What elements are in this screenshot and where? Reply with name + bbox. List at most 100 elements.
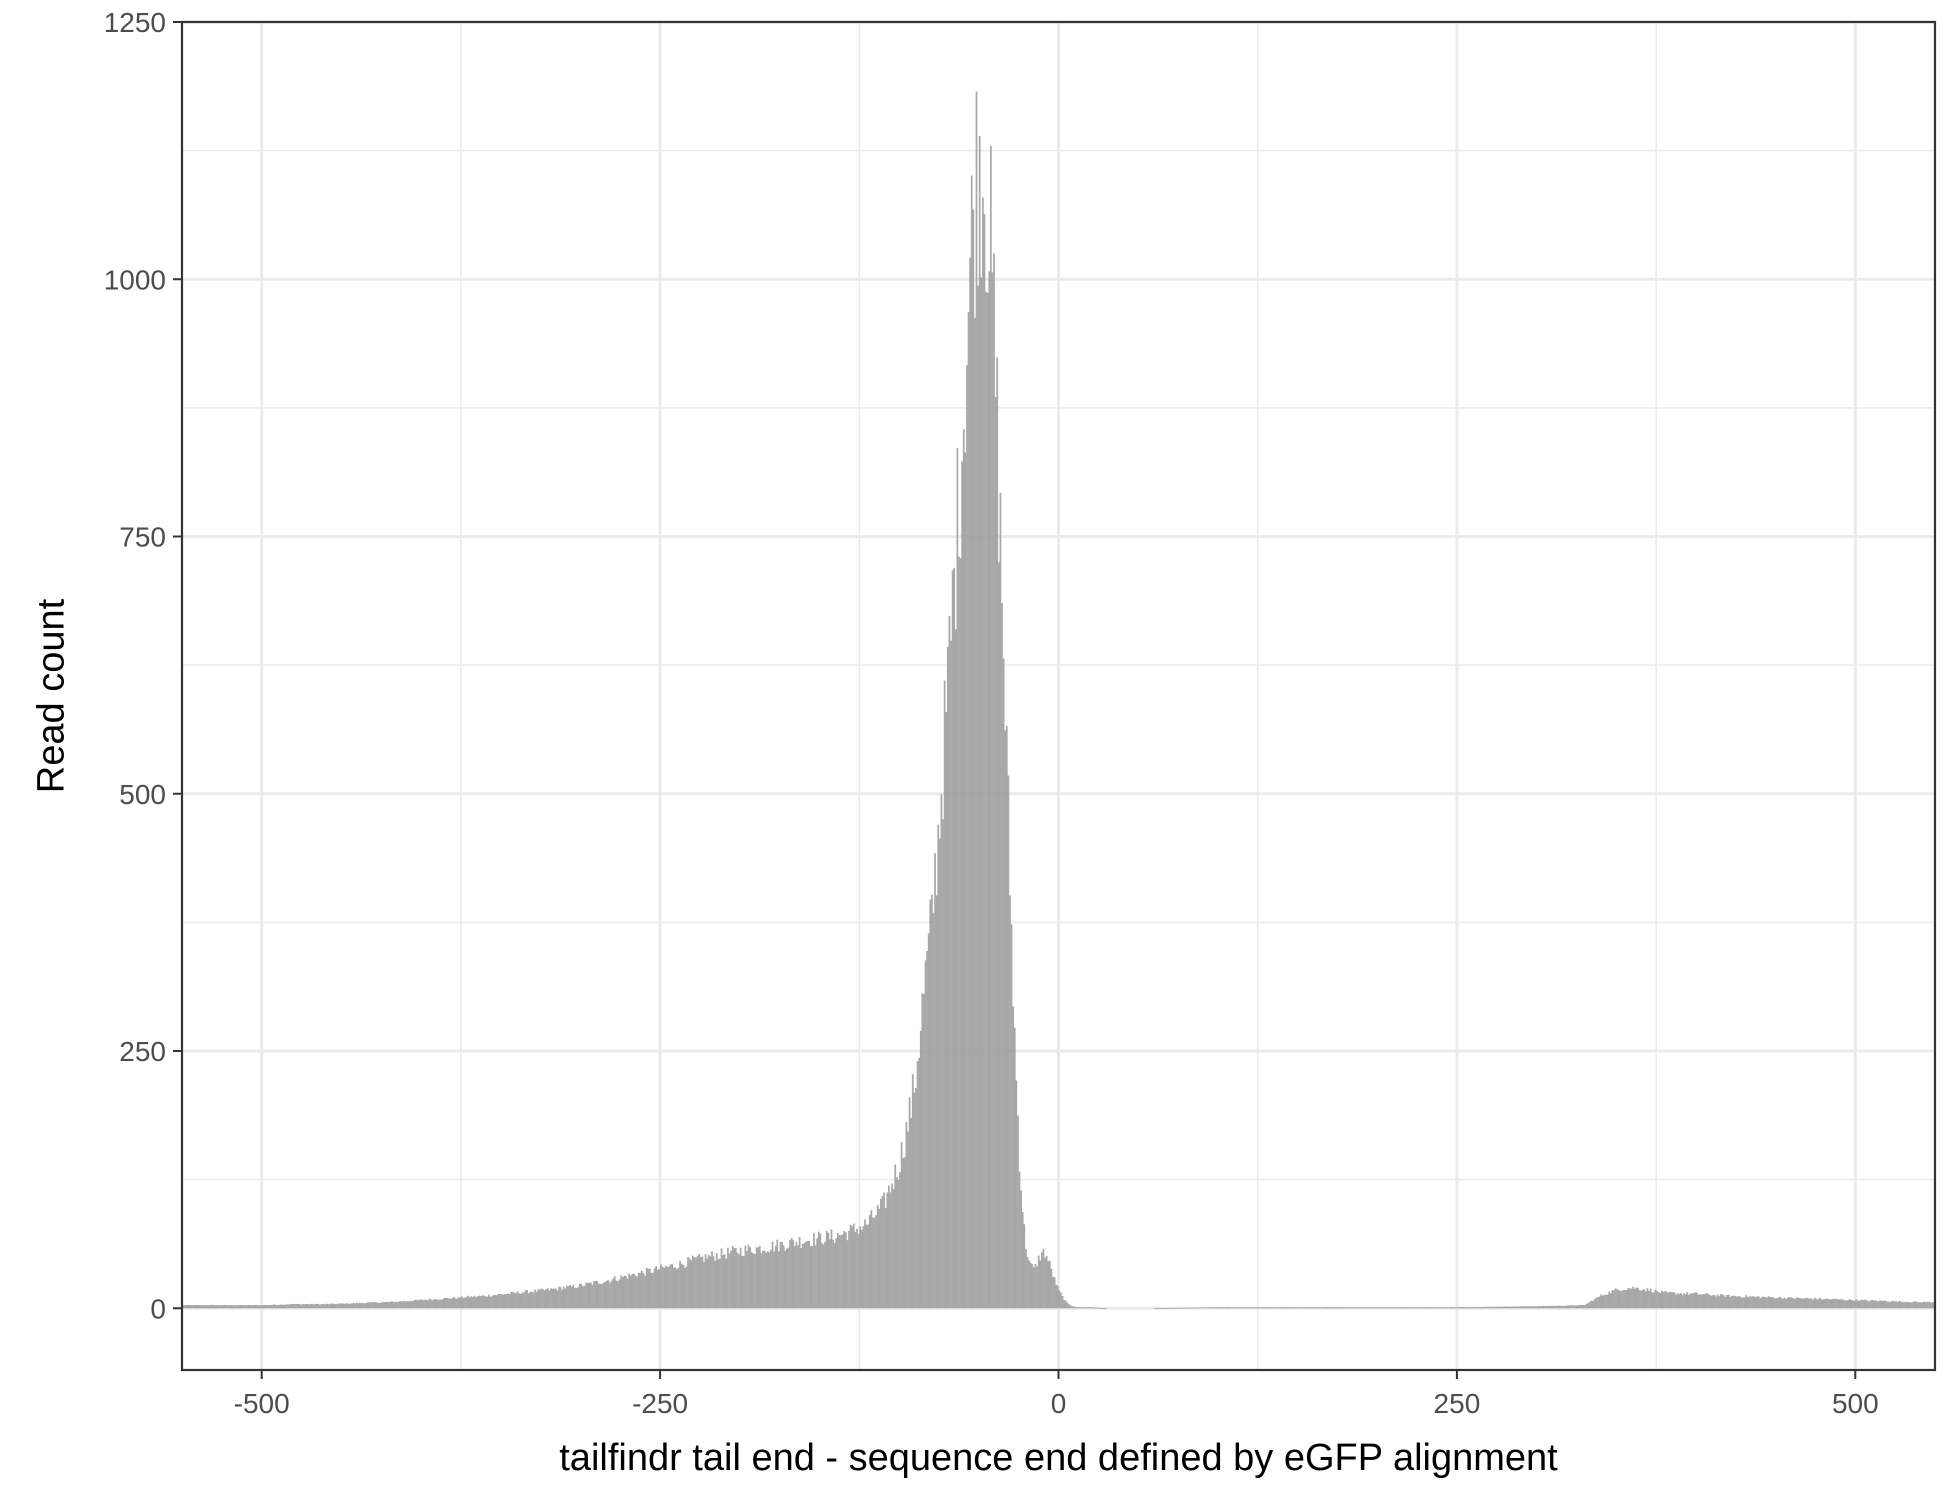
histogram-bar [1276,1307,1279,1309]
histogram-bar [508,1294,511,1309]
histogram-bar [1337,1307,1340,1309]
histogram-bar [1802,1298,1805,1309]
histogram-bar [867,1224,870,1309]
histogram-bar [287,1304,289,1309]
histogram-bar [1742,1297,1744,1309]
histogram-bar [832,1239,834,1309]
histogram-bar [317,1304,320,1309]
histogram-bar [1707,1293,1709,1309]
histogram-bar [1863,1299,1866,1309]
histogram-bar [746,1250,748,1309]
histogram-bar [1310,1307,1313,1309]
histogram-bar [880,1198,882,1309]
histogram-bar [1887,1301,1889,1309]
histogram-bar [334,1304,337,1309]
histogram-bar [722,1255,724,1309]
histogram-bar [672,1267,675,1309]
histogram-bar [1090,1307,1093,1309]
histogram-bar [432,1300,434,1309]
histogram-bar [1826,1299,1829,1309]
histogram-bar [690,1260,693,1309]
histogram-bar [1542,1305,1545,1309]
histogram-bar [1358,1307,1360,1309]
histogram-bar [719,1258,721,1309]
histogram-bar [1230,1307,1233,1309]
histogram-bar [923,994,925,1309]
histogram-bar [1675,1294,1677,1309]
histogram-bar [1335,1307,1338,1309]
histogram-bar [972,209,975,1309]
histogram-bar [744,1245,747,1309]
histogram-bar [1842,1300,1845,1309]
histogram-bar [290,1303,293,1309]
histogram-bar [291,1304,294,1309]
histogram-bar [859,1226,862,1309]
histogram-bar [1182,1307,1185,1309]
histogram-bar [311,1303,313,1309]
histogram-bar [467,1295,470,1309]
histogram-bar [1154,1308,1156,1310]
histogram-bar [836,1233,839,1309]
histogram-bar [969,257,971,1309]
histogram-bar [1460,1307,1462,1309]
histogram-bar [792,1240,795,1309]
histogram-bar [1622,1290,1625,1309]
histogram-bar [1836,1298,1838,1309]
histogram-bar [336,1303,339,1309]
histogram-bar [513,1292,516,1309]
histogram-bar [695,1257,697,1309]
histogram-bar [685,1266,688,1309]
histogram-bar [1506,1306,1509,1309]
histogram-bar [1295,1307,1298,1309]
histogram-bar [1474,1307,1477,1309]
histogram-bar [1550,1305,1553,1309]
histogram-bar [824,1241,826,1309]
y-tick-label: 500 [119,779,166,810]
histogram-bar [838,1235,841,1309]
histogram-bar [849,1224,852,1309]
histogram-bar [562,1287,565,1309]
histogram-bar [668,1266,670,1309]
histogram-bar [545,1289,548,1309]
histogram-bar [1557,1305,1560,1309]
histogram-bar [535,1291,538,1309]
histogram-bar [605,1280,608,1309]
histogram-bar [1326,1307,1328,1309]
histogram-bar [1503,1306,1505,1309]
histogram-bar [1313,1307,1316,1309]
histogram-bar [234,1305,237,1309]
histogram-bar [1852,1300,1854,1309]
histogram-bar [360,1303,363,1309]
histogram-bar [918,1058,921,1309]
histogram-bar [1745,1295,1748,1309]
histogram-bar [1219,1307,1222,1309]
histogram-bar [1319,1307,1322,1309]
histogram-bar [1621,1290,1623,1309]
histogram-bar [631,1273,634,1309]
histogram-bar [537,1288,540,1309]
histogram-bar [1409,1307,1411,1309]
histogram-bar [1643,1289,1646,1309]
histogram-bar [698,1253,701,1309]
histogram-bar [405,1301,407,1309]
histogram-bar [1922,1302,1924,1309]
histogram-bar [519,1294,522,1309]
histogram-bar [1377,1307,1379,1309]
histogram-bar [306,1303,309,1309]
histogram-bar [1205,1307,1207,1309]
histogram-bar [1053,1277,1056,1309]
histogram-bar [785,1248,788,1309]
histogram-bar [319,1304,321,1309]
histogram-bar [1646,1288,1649,1309]
histogram-bar [782,1245,785,1309]
histogram-bar [487,1294,490,1309]
histogram-bar [597,1283,600,1309]
histogram-bar [1095,1307,1097,1309]
histogram-bar [1340,1307,1343,1309]
histogram-bar [1925,1302,1928,1309]
histogram-bar [218,1305,221,1309]
histogram-bar [1882,1300,1885,1309]
x-tick-label: 250 [1434,1388,1481,1419]
histogram-bar [561,1290,564,1309]
histogram-bar [1321,1307,1324,1309]
